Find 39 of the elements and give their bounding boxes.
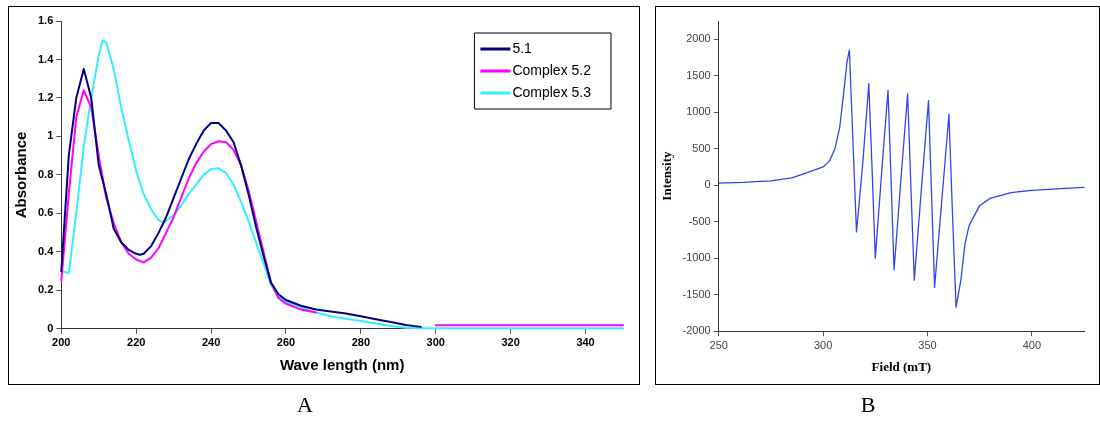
legend-label: 5.1 xyxy=(512,39,533,56)
x-axis-title: Wave length (nm) xyxy=(279,356,405,374)
y-tick-label: 1500 xyxy=(686,68,711,81)
y-axis-title: Absorbance xyxy=(12,131,30,219)
y-tick-label: -1500 xyxy=(682,287,711,300)
x-tick-label: 240 xyxy=(201,336,221,349)
y-tick-label: 1 xyxy=(47,129,54,142)
x-tick-label: 320 xyxy=(501,336,520,349)
x-axis-title: Field (mT) xyxy=(871,358,932,374)
y-tick-label: 0.6 xyxy=(37,206,54,219)
y-tick-label: 2000 xyxy=(686,32,711,45)
text: B xyxy=(859,392,877,418)
legend-label: Complex 5.2 xyxy=(512,61,592,78)
x-tick-label: 200 xyxy=(52,336,71,349)
y-tick-label: -500 xyxy=(688,214,711,227)
x-tick-label: 300 xyxy=(426,336,445,349)
y-tick-label: -1000 xyxy=(682,251,711,264)
x-tick-label: 260 xyxy=(276,336,296,349)
y-tick-label: 1.2 xyxy=(37,90,54,103)
y-tick-label: 1000 xyxy=(686,105,711,118)
x-tick-label: 280 xyxy=(351,336,371,349)
y-tick-label: 500 xyxy=(692,141,711,154)
x-tick-label: 350 xyxy=(918,338,937,351)
y-tick-label: 0.2 xyxy=(37,283,54,296)
text: A xyxy=(296,392,314,418)
y-tick-label: 0.4 xyxy=(37,244,55,257)
y-tick-label: 1.6 xyxy=(37,14,54,27)
x-tick-label: 220 xyxy=(127,336,146,349)
y-tick-label: 1.4 xyxy=(37,52,55,65)
y-tick-label: -2000 xyxy=(682,324,711,337)
y-tick-label: 0.8 xyxy=(37,167,54,180)
y-axis-title: Intensity xyxy=(659,151,675,201)
legend-label: Complex 5.3 xyxy=(512,83,592,100)
x-tick-label: 300 xyxy=(813,338,833,351)
y-tick-label: 0 xyxy=(47,321,54,334)
x-tick-label: 250 xyxy=(709,338,728,351)
y-tick-label: 0 xyxy=(704,178,711,191)
x-tick-label: 340 xyxy=(576,336,595,349)
x-tick-label: 400 xyxy=(1022,338,1041,351)
